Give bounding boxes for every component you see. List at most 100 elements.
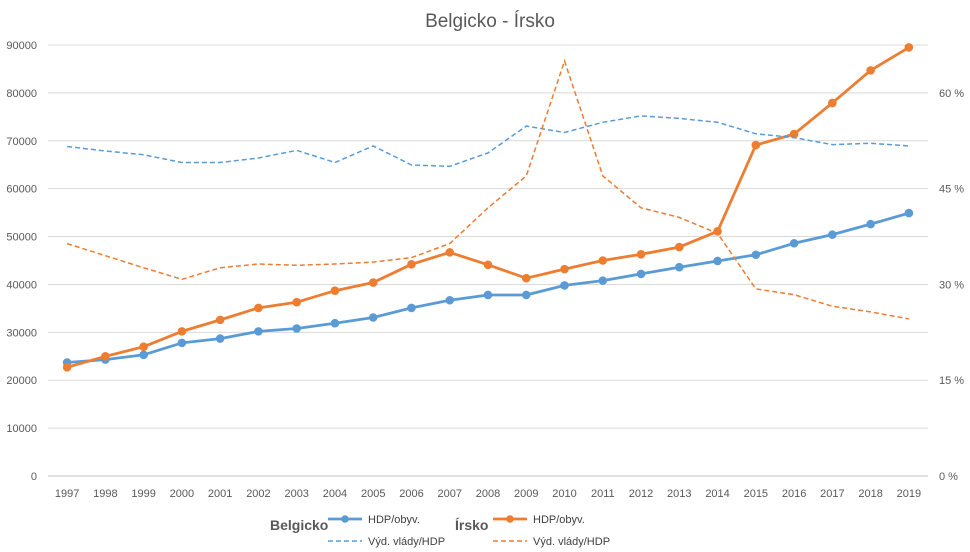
data-point [675, 242, 684, 252]
data-point [177, 338, 187, 348]
legend-entry-label: HDP/obyv. [533, 514, 585, 526]
data-point [215, 334, 225, 343]
legend: Belgicko HDP/obyv. Výd. vlády/HDP Írsko HDP/… [270, 514, 610, 548]
x-tick-label: 1997 [55, 488, 79, 500]
data-point [254, 327, 263, 336]
data-point [483, 290, 493, 300]
legend-group-label: Belgicko [270, 517, 328, 533]
data-point [139, 342, 148, 352]
legend-entry-label: Výd. vlády/HDP [368, 536, 445, 548]
x-tick-label: 2007 [437, 488, 461, 500]
data-point [330, 318, 340, 328]
data-point [828, 230, 837, 239]
data-point [445, 295, 455, 305]
x-tick-label: 2017 [820, 488, 844, 500]
data-point [904, 43, 914, 52]
y-right-tick-label: 30 % [939, 279, 964, 291]
x-tick-label: 2012 [629, 488, 653, 500]
y-right-tick-label: 0 % [939, 471, 958, 483]
data-point [636, 269, 646, 279]
series-rsko-hdp [62, 43, 914, 372]
data-point [215, 315, 225, 325]
series-layer [62, 43, 914, 372]
gridlines [48, 44, 928, 477]
data-point [789, 129, 799, 139]
x-tick-label: 2013 [667, 488, 691, 500]
data-point [751, 250, 761, 260]
series-line [67, 115, 909, 168]
series-line [66, 58, 910, 320]
x-tick-label: 2001 [208, 488, 232, 500]
y-left-tick-label: 0 [31, 471, 37, 483]
x-tick-label: 2006 [399, 488, 423, 500]
series-rsko-vydavky [66, 58, 910, 320]
legend-entry-label: HDP/obyv. [368, 514, 420, 526]
series-line [66, 211, 910, 364]
x-tick-label: 2018 [858, 488, 882, 500]
x-tick-label: 2014 [705, 488, 729, 500]
y-left-tick-label: 80000 [6, 88, 37, 100]
y-left-tick-label: 40000 [6, 279, 37, 291]
series-belgicko-vydavky [67, 115, 909, 168]
x-tick-label: 2002 [246, 488, 270, 500]
data-point [407, 260, 416, 269]
y-left-tick-label: 90000 [6, 40, 37, 52]
x-tick-label: 2004 [323, 488, 347, 500]
series-line [66, 46, 910, 369]
x-tick-label: 2005 [361, 488, 385, 500]
y-right-tick-label: 60 % [939, 88, 964, 100]
legend-group-label: Írsko [455, 517, 488, 533]
x-tick-label: 2011 [591, 488, 615, 500]
x-tick-label: 1999 [131, 488, 155, 500]
chart-title: Belgicko - Írsko [425, 11, 555, 32]
data-point [789, 238, 799, 248]
data-point [713, 256, 722, 266]
x-tick-label: 2008 [476, 488, 500, 500]
data-point [407, 303, 416, 313]
y-left-tick-label: 60000 [6, 184, 37, 196]
y-left-tick-label: 50000 [6, 232, 37, 244]
data-point [177, 327, 187, 336]
x-tick-label: 1998 [93, 488, 117, 500]
data-point [675, 262, 684, 272]
x-tick-label: 2016 [782, 488, 806, 500]
x-tick-label: 2010 [552, 488, 576, 500]
data-point [292, 324, 301, 333]
data-point [866, 219, 875, 229]
y-right-tick-label: 45 % [939, 184, 964, 196]
x-tick-label: 2003 [284, 488, 308, 500]
x-tick-label: 2000 [170, 488, 194, 500]
axes: 0 10000 20000 30000 40000 50000 60000 70000 8000… [6, 40, 964, 500]
x-tick-label: 2015 [744, 488, 768, 500]
series-belgicko-hdp [62, 208, 914, 367]
data-point [521, 290, 531, 300]
data-point [904, 208, 914, 218]
legend-marker-symbol [506, 515, 514, 523]
data-point [483, 260, 493, 270]
data-point [521, 273, 531, 283]
x-tick-label: 2009 [514, 488, 538, 500]
data-point [828, 98, 837, 108]
data-point [254, 303, 263, 313]
data-point [330, 286, 340, 295]
x-tick-label: 2019 [897, 488, 921, 500]
data-point [445, 248, 455, 257]
y-left-tick-label: 20000 [6, 375, 37, 387]
y-left-tick-label: 30000 [6, 327, 37, 339]
data-point [560, 264, 569, 274]
legend-marker-symbol [341, 515, 349, 523]
data-point [101, 351, 110, 361]
y-left-tick-label: 10000 [6, 423, 37, 435]
data-point [560, 281, 569, 290]
data-point [368, 313, 378, 322]
data-point [751, 140, 761, 150]
data-point [292, 297, 301, 307]
data-point [598, 256, 608, 265]
data-point [139, 350, 148, 360]
y-left-tick-label: 70000 [6, 136, 37, 148]
data-point [62, 362, 72, 372]
data-point [368, 278, 378, 287]
y-right-tick-label: 15 % [939, 375, 964, 387]
legend-entry-label: Výd. vlády/HDP [533, 536, 610, 548]
